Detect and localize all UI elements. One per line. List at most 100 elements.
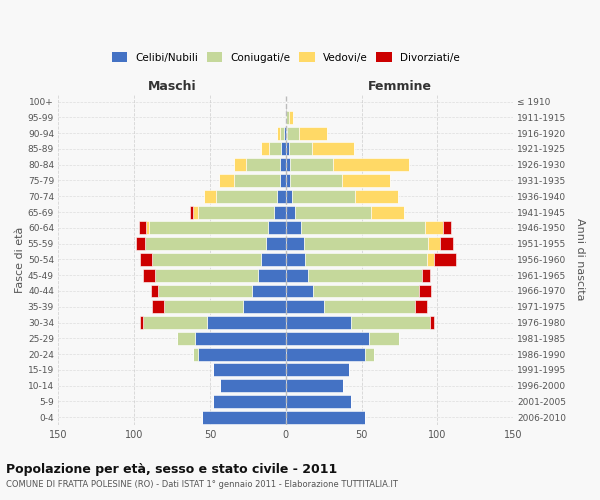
Bar	[289, 142, 311, 156]
Bar	[284, 126, 286, 140]
Bar	[140, 316, 143, 329]
Text: Femmine: Femmine	[367, 80, 431, 93]
Bar	[202, 411, 286, 424]
Bar	[333, 158, 409, 171]
Bar	[219, 174, 234, 187]
Bar	[198, 348, 286, 360]
Bar	[286, 190, 292, 203]
Bar	[355, 190, 398, 203]
Bar	[286, 111, 289, 124]
Bar	[207, 316, 286, 329]
Bar	[428, 237, 440, 250]
Bar	[140, 253, 152, 266]
Bar	[158, 284, 253, 298]
Bar	[204, 190, 216, 203]
Bar	[269, 142, 281, 156]
Bar	[268, 222, 286, 234]
Bar	[369, 332, 400, 345]
Bar	[308, 268, 422, 281]
Bar	[253, 284, 286, 298]
Bar	[164, 300, 243, 313]
Bar	[286, 126, 287, 140]
Bar	[280, 158, 286, 171]
Bar	[136, 237, 145, 250]
Bar	[290, 158, 333, 171]
Bar	[155, 268, 259, 281]
Bar	[262, 142, 269, 156]
Bar	[422, 268, 430, 281]
Bar	[266, 237, 286, 250]
Bar	[286, 268, 308, 281]
Bar	[434, 253, 455, 266]
Bar	[193, 348, 198, 360]
Bar	[220, 379, 286, 392]
Bar	[149, 222, 268, 234]
Bar	[304, 237, 428, 250]
Text: Popolazione per età, sesso e stato civile - 2011: Popolazione per età, sesso e stato civil…	[6, 462, 337, 475]
Bar	[430, 316, 434, 329]
Bar	[371, 206, 404, 218]
Bar	[290, 174, 342, 187]
Bar	[305, 253, 427, 266]
Bar	[190, 206, 193, 218]
Bar	[280, 174, 286, 187]
Bar	[246, 158, 280, 171]
Bar	[286, 142, 289, 156]
Bar	[213, 395, 286, 408]
Bar	[323, 300, 415, 313]
Bar	[243, 300, 286, 313]
Bar	[195, 332, 286, 345]
Bar	[216, 190, 277, 203]
Bar	[299, 126, 326, 140]
Y-axis label: Anni di nascita: Anni di nascita	[575, 218, 585, 300]
Bar	[274, 206, 286, 218]
Bar	[313, 284, 419, 298]
Bar	[301, 222, 425, 234]
Bar	[311, 142, 354, 156]
Text: COMUNE DI FRATTA POLESINE (RO) - Dati ISTAT 1° gennaio 2011 - Elaborazione TUTTI: COMUNE DI FRATTA POLESINE (RO) - Dati IS…	[6, 480, 398, 489]
Bar	[146, 222, 149, 234]
Bar	[152, 300, 164, 313]
Bar	[286, 316, 351, 329]
Bar	[176, 332, 195, 345]
Bar	[198, 206, 274, 218]
Bar	[425, 222, 443, 234]
Bar	[440, 237, 452, 250]
Legend: Celibi/Nubili, Coniugati/e, Vedovi/e, Divorziati/e: Celibi/Nubili, Coniugati/e, Vedovi/e, Di…	[112, 52, 460, 62]
Bar	[286, 253, 305, 266]
Bar	[427, 253, 434, 266]
Bar	[143, 268, 155, 281]
Bar	[286, 237, 304, 250]
Bar	[286, 174, 290, 187]
Bar	[277, 190, 286, 203]
Bar	[365, 348, 374, 360]
Bar	[143, 316, 207, 329]
Bar	[342, 174, 391, 187]
Bar	[286, 222, 301, 234]
Bar	[295, 206, 371, 218]
Bar	[286, 379, 343, 392]
Bar	[286, 300, 323, 313]
Bar	[139, 222, 146, 234]
Bar	[213, 364, 286, 376]
Bar	[292, 190, 355, 203]
Bar	[262, 253, 286, 266]
Bar	[234, 158, 246, 171]
Text: Maschi: Maschi	[148, 80, 196, 93]
Bar	[419, 284, 431, 298]
Bar	[280, 126, 284, 140]
Bar	[193, 206, 198, 218]
Bar	[234, 174, 280, 187]
Bar	[286, 158, 290, 171]
Y-axis label: Fasce di età: Fasce di età	[15, 226, 25, 292]
Bar	[286, 364, 349, 376]
Bar	[286, 411, 365, 424]
Bar	[286, 284, 313, 298]
Bar	[443, 222, 451, 234]
Bar	[286, 395, 351, 408]
Bar	[277, 126, 280, 140]
Bar	[259, 268, 286, 281]
Bar	[287, 126, 299, 140]
Bar	[286, 348, 365, 360]
Bar	[286, 206, 295, 218]
